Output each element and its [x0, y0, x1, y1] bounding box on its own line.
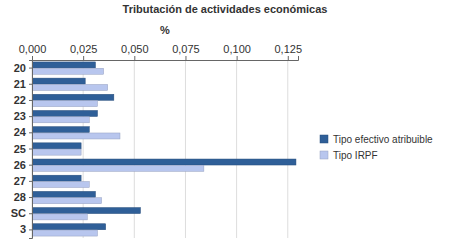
bar	[32, 191, 95, 197]
series	[32, 62, 296, 230]
tick-label: 0,125	[275, 43, 303, 55]
tick: 0,100	[223, 43, 251, 60]
tick-mark	[29, 181, 32, 182]
bar	[32, 117, 89, 123]
legend-label: Tipo efectivo atribuible	[333, 134, 433, 145]
tick-mark	[29, 197, 32, 198]
tick: 21	[14, 78, 32, 90]
chart: Tributación de actividades económicas%0,…	[0, 0, 450, 250]
tick-mark	[29, 132, 32, 133]
bar	[32, 182, 89, 188]
tick: 0,000	[19, 43, 47, 60]
legend-item: Tipo efectivo atribuible	[320, 134, 433, 145]
tick: 0,075	[172, 43, 200, 60]
tick-label: 22	[14, 94, 26, 106]
bars	[32, 62, 296, 236]
legend: Tipo efectivo atribuible Tipo IRPF	[320, 134, 433, 161]
grid-line	[236, 60, 237, 238]
tick: 25	[14, 143, 32, 155]
tick-label: 25	[14, 143, 26, 155]
bar	[32, 214, 87, 220]
tick: 22	[14, 94, 32, 106]
bar	[32, 68, 104, 74]
tick: 0,050	[121, 43, 149, 60]
tick-label: 28	[14, 191, 26, 203]
legend-swatch	[320, 135, 328, 143]
tick: 3	[20, 223, 32, 235]
bar	[32, 230, 97, 236]
tick: SC	[11, 207, 32, 219]
tick: 24	[14, 126, 32, 138]
series	[32, 68, 204, 236]
bar	[32, 101, 97, 107]
tick-mark	[83, 56, 84, 60]
tick-label: 20	[14, 62, 26, 74]
legend-item: Tipo IRPF	[320, 150, 378, 161]
tick-label: 0,025	[70, 43, 98, 55]
tick: 23	[14, 110, 32, 122]
bar	[32, 224, 106, 230]
y-axis: 20 21 22 23 24 25 26 27 28 SC 3	[11, 61, 33, 239]
tick: 27	[14, 175, 32, 187]
bar	[32, 133, 120, 139]
bar	[32, 198, 102, 204]
plot: 0,000 0,025 0,050 0,075 0,100 0,125 20 21 22 23 24…	[11, 43, 302, 239]
bar	[32, 78, 85, 84]
bar	[32, 149, 81, 155]
bar	[32, 84, 108, 90]
bar	[32, 62, 95, 68]
bar	[32, 143, 81, 149]
legend-label: Tipo IRPF	[333, 150, 378, 161]
tick-mark	[288, 56, 289, 60]
tick-label: 3	[20, 223, 26, 235]
title: Tributación de actividades económicas	[123, 3, 328, 15]
tick-mark	[32, 56, 33, 60]
tick-mark	[134, 56, 135, 60]
tick-label: 0,050	[121, 43, 149, 55]
axis-line	[33, 56, 299, 61]
grid-line	[185, 60, 186, 238]
tick-mark	[185, 56, 186, 60]
tick-label: 24	[14, 126, 27, 138]
bar	[32, 159, 296, 165]
legend-swatch	[320, 151, 328, 159]
tick: 0,025	[70, 43, 98, 60]
x-axis: 0,000 0,025 0,050 0,075 0,100 0,125	[19, 43, 302, 61]
grid-line	[287, 60, 288, 238]
tick-mark	[29, 213, 32, 214]
bar	[32, 127, 89, 133]
bar	[32, 165, 204, 171]
tick-mark	[29, 229, 32, 230]
tick-label: 26	[14, 159, 26, 171]
bar	[32, 208, 140, 214]
axis-title: %	[160, 24, 170, 36]
tick-label: 0,000	[19, 43, 47, 55]
axis-line	[29, 61, 33, 239]
bar	[32, 175, 81, 181]
tick-label: 21	[14, 78, 26, 90]
tick: 28	[14, 191, 32, 203]
tick-mark	[29, 149, 32, 150]
tick-label: 0,100	[223, 43, 251, 55]
tick-label: 0,075	[172, 43, 200, 55]
bar	[32, 110, 97, 116]
grid	[32, 60, 288, 238]
tick-mark	[29, 100, 32, 101]
tick: 26	[14, 159, 32, 171]
tick-mark	[237, 56, 238, 60]
tick: 0,125	[275, 43, 303, 60]
tick-mark	[29, 68, 32, 69]
bar	[32, 94, 114, 100]
tick-label: 23	[14, 110, 26, 122]
tick-label: SC	[11, 207, 26, 219]
tick-mark	[29, 84, 32, 85]
tick-mark	[29, 116, 32, 117]
tick-label: 27	[14, 175, 26, 187]
tick: 20	[14, 62, 32, 74]
tick-mark	[29, 165, 32, 166]
